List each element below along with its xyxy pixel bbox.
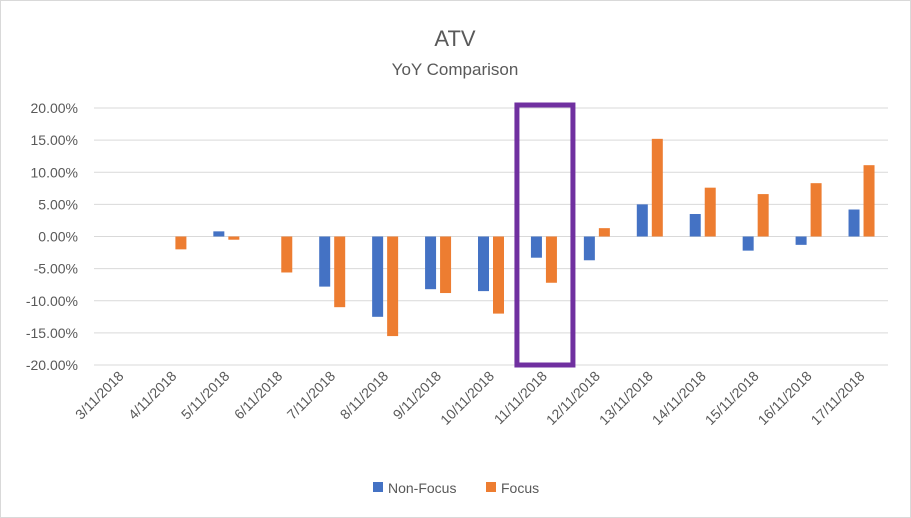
bar-focus-12-11-2018 [598, 228, 610, 237]
x-tick-label: 13/11/2018 [596, 368, 656, 428]
y-tick-label: 10.00% [31, 164, 78, 180]
y-tick-label: -10.00% [26, 293, 78, 309]
x-tick-label: 4/11/2018 [125, 368, 180, 423]
bar-focus-9-11-2018 [440, 236, 452, 294]
legend-label-non-focus: Non-Focus [388, 480, 456, 496]
bars [175, 138, 875, 337]
bar-focus-7-11-2018 [334, 236, 346, 308]
bar-non-focus-9-11-2018 [425, 236, 437, 290]
bar-focus-14-11-2018 [704, 187, 716, 237]
y-tick-label: -5.00% [34, 261, 78, 277]
y-tick-label: 15.00% [31, 132, 78, 148]
x-tick-label: 6/11/2018 [231, 368, 286, 423]
gridlines [94, 107, 888, 366]
legend: Non-Focus Focus [373, 480, 539, 496]
bar-focus-17-11-2018 [863, 165, 875, 237]
x-tick-label: 15/11/2018 [702, 368, 762, 428]
legend-label-focus: Focus [501, 480, 539, 496]
bar-non-focus-7-11-2018 [319, 236, 331, 287]
x-tick-label: 11/11/2018 [491, 368, 551, 428]
x-tick-label: 8/11/2018 [337, 368, 392, 423]
bar-focus-16-11-2018 [810, 183, 822, 237]
y-tick-label: 0.00% [38, 229, 78, 245]
x-tick-label: 16/11/2018 [755, 368, 815, 428]
chart-title: ATV [434, 26, 475, 51]
y-tick-label: 5.00% [38, 196, 78, 212]
x-axis-ticks: 3/11/20184/11/20185/11/20186/11/20187/11… [72, 368, 868, 428]
chart-subtitle: YoY Comparison [392, 60, 519, 79]
bar-focus-11-11-2018 [545, 236, 557, 283]
y-tick-label: -20.00% [26, 357, 78, 373]
bar-non-focus-10-11-2018 [478, 236, 489, 292]
bar-non-focus-14-11-2018 [689, 214, 701, 237]
bar-non-focus-12-11-2018 [583, 236, 595, 261]
bar-focus-4-11-2018 [175, 236, 187, 250]
x-tick-label: 5/11/2018 [178, 368, 233, 423]
y-axis-ticks: 20.00% 15.00% 10.00% 5.00% 0.00% -5.00% -10.00… [26, 100, 78, 373]
bar-focus-15-11-2018 [757, 194, 769, 237]
bar-focus-8-11-2018 [387, 236, 399, 337]
bar-non-focus-5-11-2018 [213, 231, 225, 237]
bar-non-focus-11-11-2018 [530, 236, 542, 258]
x-tick-label: 9/11/2018 [390, 368, 445, 423]
bar-focus-10-11-2018 [493, 236, 504, 314]
highlight-rectangle [514, 102, 576, 368]
y-tick-label: -15.00% [26, 325, 78, 341]
bar-focus-13-11-2018 [651, 138, 663, 237]
x-tick-label: 3/11/2018 [72, 368, 127, 423]
x-tick-label: 14/11/2018 [649, 368, 709, 428]
legend-swatch-non-focus [373, 482, 383, 492]
x-tick-label: 17/11/2018 [808, 368, 868, 428]
y-tick-label: 20.00% [31, 100, 78, 116]
bar-non-focus-17-11-2018 [848, 209, 860, 237]
x-tick-label: 7/11/2018 [284, 368, 339, 423]
bar-focus-6-11-2018 [281, 236, 293, 273]
bar-non-focus-13-11-2018 [636, 204, 648, 237]
bar-focus-5-11-2018 [228, 236, 240, 240]
x-tick-label: 12/11/2018 [543, 368, 603, 428]
bar-non-focus-15-11-2018 [742, 236, 754, 251]
highlight-box [514, 102, 576, 368]
legend-swatch-focus [486, 482, 496, 492]
x-tick-label: 10/11/2018 [437, 368, 497, 428]
bar-non-focus-16-11-2018 [795, 236, 807, 245]
bar-non-focus-8-11-2018 [372, 236, 384, 317]
